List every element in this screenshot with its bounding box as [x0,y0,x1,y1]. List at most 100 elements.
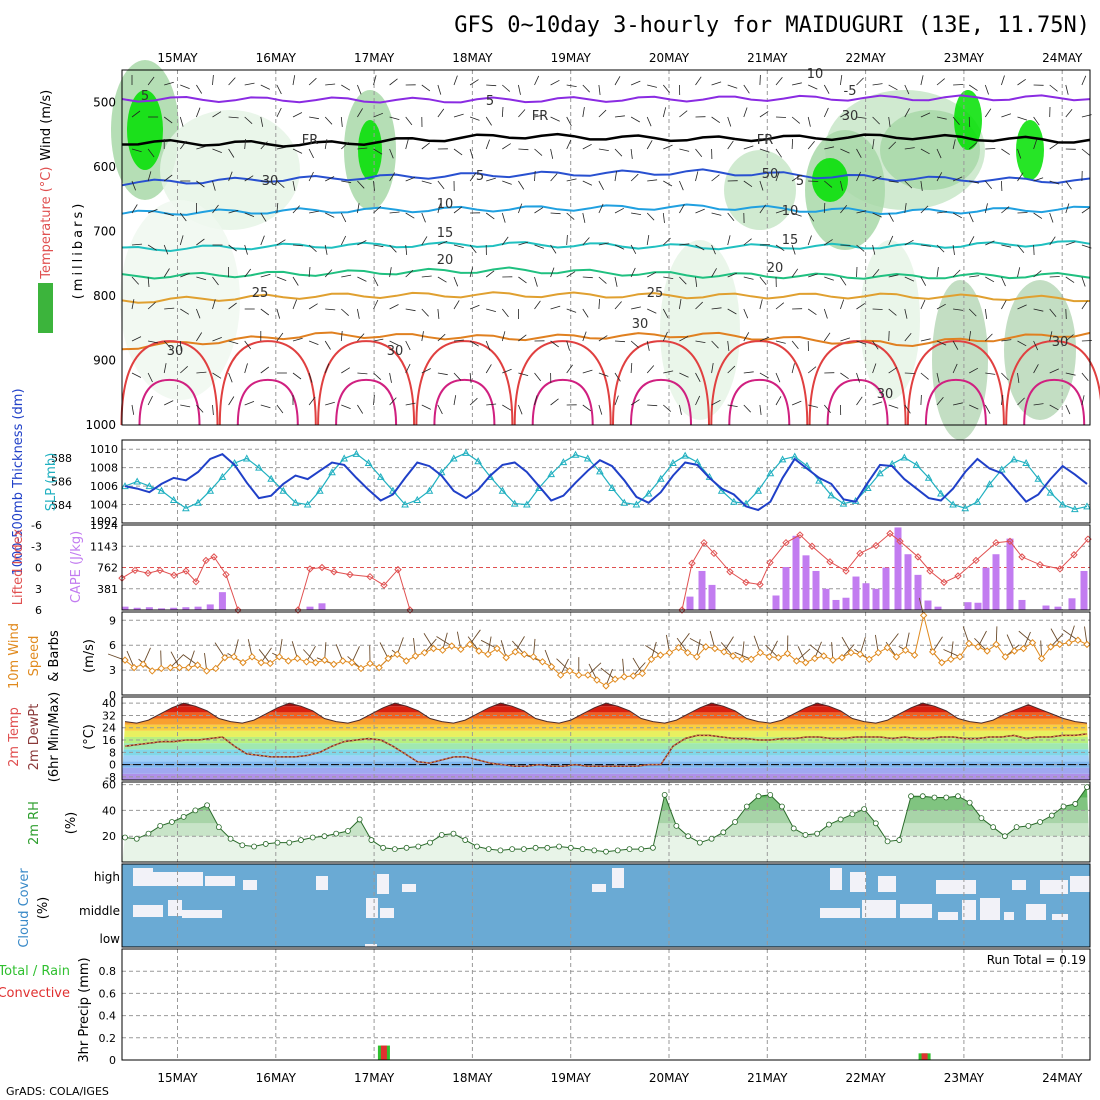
wind-speed-point [384,654,392,663]
wind-barb [598,242,609,246]
rh-point [157,822,164,829]
surface-temperature-contour [120,340,219,426]
wind-barb [630,267,636,278]
wind-barb [952,244,955,255]
wind-speed-point [1037,654,1046,663]
wind-barb [645,645,661,656]
wind-barb [872,139,875,150]
wind-barb [598,203,604,214]
wind-barb [841,636,852,653]
lifted-index-point [294,606,302,614]
wind-barb [775,209,786,214]
wind-barb [179,235,184,246]
wind-barb [969,275,980,278]
wind-barb [1081,372,1089,381]
wind-barb [984,404,991,414]
wind-barb [679,180,684,191]
cloud-cover-block [168,900,182,916]
wind-barb [614,372,621,382]
wind-barb [550,212,561,215]
wind-barb [807,235,812,246]
wind-barb [258,649,271,664]
wind-barb [550,340,559,348]
cloud-level-label: middle [79,904,120,918]
slp-point [754,486,763,494]
slp-point [523,500,531,508]
slp-point [182,504,190,512]
cloud-ylabel-text: Cloud Cover [17,868,32,948]
wind-speed-point [538,658,547,666]
wind-barb [196,180,205,188]
wind-speed-point [448,642,456,650]
wind-speed-point [647,655,656,664]
wind-barb [743,371,754,374]
wind-barb [824,180,833,188]
wind-speed-point [139,660,147,668]
wind-barb [142,647,151,665]
wind-barb [646,365,655,374]
wind-barb [614,207,624,214]
wind-barb [550,148,554,159]
wind-barb [308,148,314,159]
surface-temperature-contour [218,340,317,426]
wind-barb [720,642,734,657]
wind-barb [775,116,787,118]
wind-barb [968,236,975,246]
rh-point [321,833,328,840]
wind-barb [405,176,416,182]
cape-bar [812,570,820,610]
wind-speed-point [865,655,873,664]
wind-barb [340,330,343,342]
contour-label: FR [532,109,549,124]
wind-barb [179,212,187,222]
profile-ytick: 600 [93,160,116,174]
wind-barb [437,333,446,342]
profile-ylabel-part: Temperature (°C) [39,167,54,280]
wind-barb [260,212,267,222]
wind-barb [856,171,861,182]
wind-speed-point [248,653,256,661]
wind-barb [357,203,360,214]
wind-barb [824,239,833,246]
cloud-cover-block [900,904,932,918]
wind-speed-point [411,652,420,660]
temperature-contour [121,331,1091,351]
rh-point [520,846,527,852]
rh-point [192,807,199,814]
lifted-index-ylabel: Lifted Index [11,528,26,605]
wind-speed-point [901,646,910,654]
wind-barb [1049,236,1056,246]
wind-barb [791,244,796,255]
wind-barb [614,148,623,157]
wind-speed-point [801,658,810,667]
wind-speed-point [565,667,574,675]
rh-point [591,847,598,854]
wind-speed-point [466,640,474,649]
wind-barb [502,368,512,374]
wind-barb [196,238,205,246]
temp-ylabel-2: 2m DewPt [27,704,42,771]
wind-speed-point [193,661,202,669]
wind-barb [1033,270,1042,278]
cape-bar [802,555,810,610]
lifted-index-point [406,606,414,614]
temp-band [122,718,1090,725]
wind-speed-point [820,652,828,660]
wind-barb [228,340,239,345]
rh-point [990,824,997,831]
cape-bar [686,596,694,610]
wind-barb [888,308,897,316]
rh-point [497,847,504,854]
wind-barb [823,107,829,118]
wind-barb [437,108,445,118]
humidity-region [932,280,988,440]
wind-barb [405,139,409,150]
temp-ytick: 0 [109,759,116,772]
wind-barb [179,340,182,352]
wind-barb [260,308,270,316]
slp-ytick: 1004 [90,499,118,512]
wind-barb [840,372,849,380]
lifted-index-point [992,539,1000,547]
rh-point [262,841,269,847]
